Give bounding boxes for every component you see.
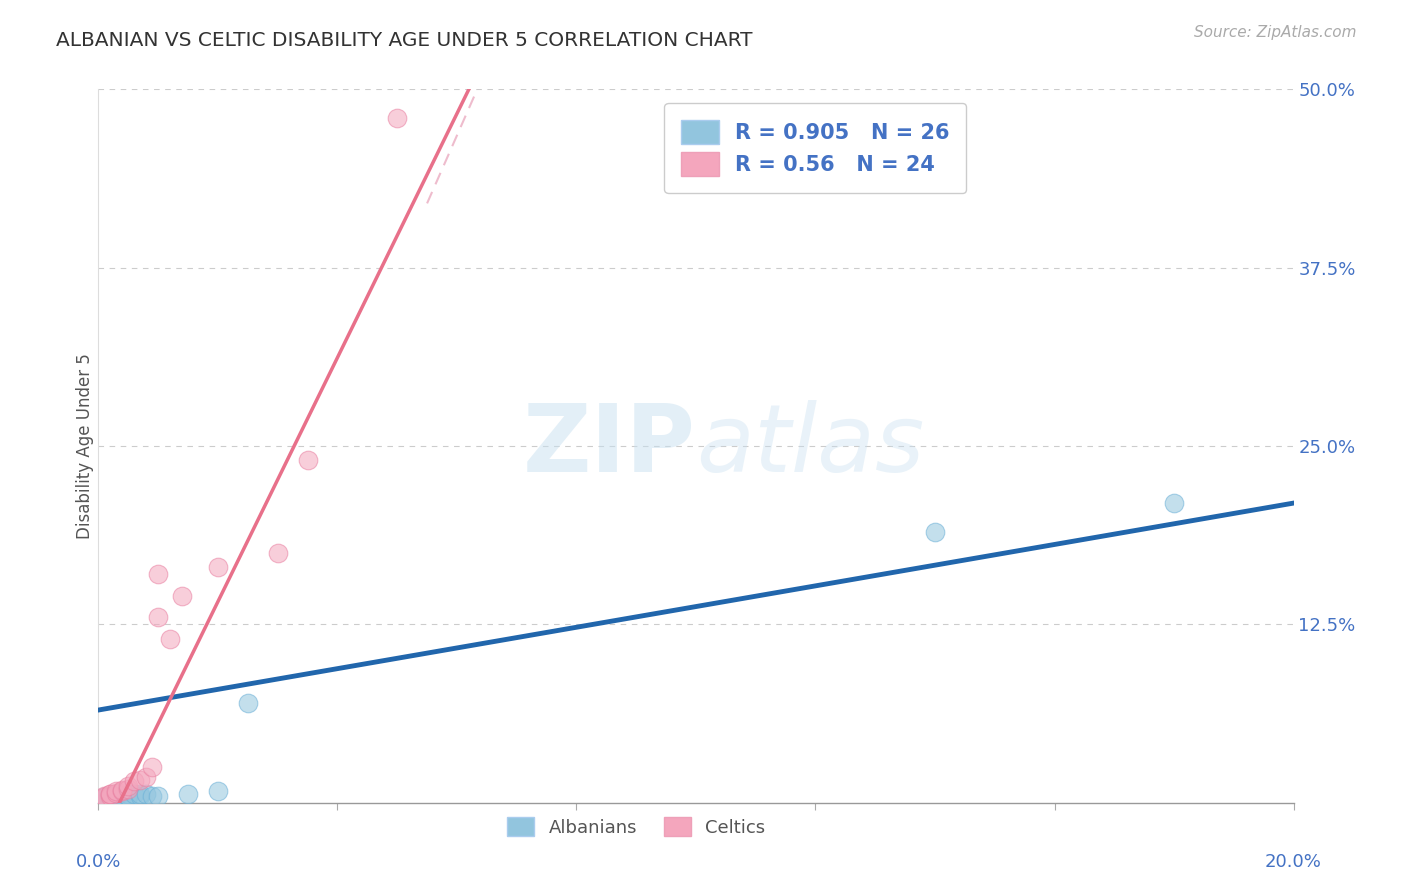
Point bbox=[117, 781, 139, 796]
Legend: Albanians, Celtics: Albanians, Celtics bbox=[499, 810, 773, 844]
Point bbox=[117, 789, 139, 803]
Text: ALBANIAN VS CELTIC DISABILITY AGE UNDER 5 CORRELATION CHART: ALBANIAN VS CELTIC DISABILITY AGE UNDER … bbox=[56, 31, 752, 50]
Point bbox=[135, 787, 157, 801]
Point bbox=[111, 783, 134, 797]
Y-axis label: Disability Age Under 5: Disability Age Under 5 bbox=[76, 353, 94, 539]
Point bbox=[129, 789, 152, 803]
Point bbox=[267, 546, 290, 560]
Point bbox=[105, 784, 128, 798]
Point bbox=[98, 791, 122, 805]
Text: 20.0%: 20.0% bbox=[1265, 853, 1322, 871]
Point bbox=[207, 560, 229, 574]
Point bbox=[148, 610, 170, 624]
Point bbox=[111, 784, 134, 798]
Point bbox=[129, 772, 152, 787]
Point bbox=[105, 786, 128, 800]
Point bbox=[98, 787, 122, 801]
Point bbox=[105, 790, 128, 805]
Point bbox=[96, 791, 118, 805]
Point bbox=[135, 770, 157, 784]
Point bbox=[90, 793, 112, 807]
Point bbox=[148, 567, 170, 582]
Point bbox=[297, 453, 319, 467]
Point bbox=[105, 789, 128, 803]
Text: ZIP: ZIP bbox=[523, 400, 696, 492]
Text: 0.0%: 0.0% bbox=[76, 853, 121, 871]
Point bbox=[117, 787, 139, 801]
Point bbox=[141, 789, 163, 803]
Point bbox=[385, 111, 409, 125]
Text: atlas: atlas bbox=[696, 401, 924, 491]
Point bbox=[93, 789, 115, 803]
Point bbox=[159, 632, 181, 646]
Point bbox=[93, 790, 115, 805]
Point bbox=[924, 524, 946, 539]
Point bbox=[117, 779, 139, 793]
Point bbox=[124, 774, 146, 789]
Point bbox=[148, 789, 170, 803]
Point bbox=[111, 790, 134, 805]
Point bbox=[1163, 496, 1185, 510]
Text: Source: ZipAtlas.com: Source: ZipAtlas.com bbox=[1194, 25, 1357, 40]
Point bbox=[111, 789, 134, 803]
Point bbox=[177, 787, 200, 801]
Point bbox=[141, 760, 163, 774]
Point bbox=[98, 789, 122, 803]
Point bbox=[207, 784, 229, 798]
Point bbox=[93, 791, 115, 805]
Point bbox=[93, 790, 115, 805]
Point bbox=[105, 787, 128, 801]
Point bbox=[172, 589, 194, 603]
Point bbox=[117, 790, 139, 805]
Point bbox=[129, 787, 152, 801]
Point bbox=[98, 787, 122, 801]
Point bbox=[90, 791, 112, 805]
Point bbox=[124, 787, 146, 801]
Point bbox=[98, 790, 122, 805]
Point bbox=[98, 789, 122, 803]
Point bbox=[236, 696, 259, 710]
